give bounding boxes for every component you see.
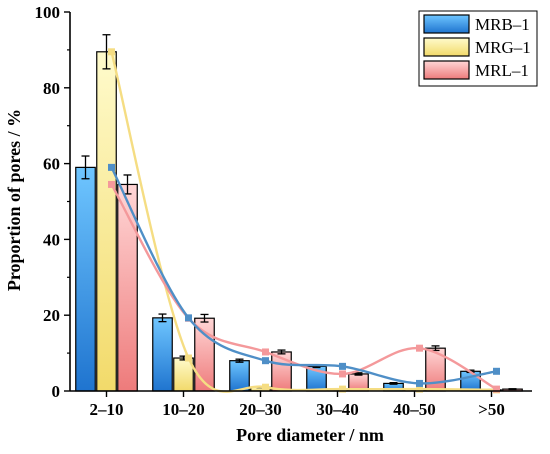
y-tick-label-0: 0 [52, 382, 61, 401]
trend-marker-2-3 [339, 370, 346, 378]
x-tick-label-1: 10–20 [162, 400, 205, 419]
trend-marker-2-4 [416, 344, 423, 352]
legend-label-2: MRL–1 [475, 61, 529, 80]
y-tick-label-3: 60 [43, 155, 60, 174]
trend-marker-2-5 [493, 385, 500, 393]
trend-marker-0-5 [493, 367, 500, 375]
trend-marker-0-4 [416, 379, 423, 387]
trend-marker-0-3 [339, 362, 346, 370]
trend-marker-0-2 [262, 357, 269, 365]
bar-1-0 [96, 51, 117, 392]
legend-label-0: MRB–1 [475, 15, 530, 34]
legend-swatch-0 [423, 14, 470, 34]
bar-0-1 [152, 317, 173, 392]
trend-marker-2-2 [262, 348, 269, 356]
x-tick-label-3: 30–40 [316, 400, 359, 419]
trend-marker-1-0 [108, 48, 115, 56]
x-axis-title: Pore diameter / nm [236, 425, 384, 445]
x-tick-label-5: >50 [478, 400, 505, 419]
trend-marker-0-0 [108, 163, 115, 171]
trend-marker-1-2 [262, 383, 269, 391]
legend-label-1: MRG–1 [475, 38, 531, 57]
bar-0-0 [75, 166, 96, 392]
trend-marker-1-1 [185, 354, 192, 362]
x-tick-label-2: 20–30 [239, 400, 282, 419]
x-tick-label-0: 2–10 [90, 400, 124, 419]
trend-marker-0-1 [185, 314, 192, 322]
trend-marker-1-3 [339, 385, 346, 393]
y-tick-label-1: 20 [43, 306, 60, 325]
legend-swatch-1 [423, 37, 470, 57]
y-axis-title: Proportion of pores / % [4, 109, 24, 291]
trend-marker-2-0 [108, 180, 115, 188]
trend-marker-1-4 [416, 385, 423, 393]
y-tick-label-2: 40 [43, 230, 60, 249]
bar-0-2 [229, 360, 250, 392]
legend-swatch-2 [423, 60, 470, 80]
x-tick-label-4: 40–50 [393, 400, 436, 419]
y-tick-label-4: 80 [43, 79, 60, 98]
trend-line-2 [110, 183, 498, 391]
y-tick-label-5: 100 [35, 3, 61, 22]
